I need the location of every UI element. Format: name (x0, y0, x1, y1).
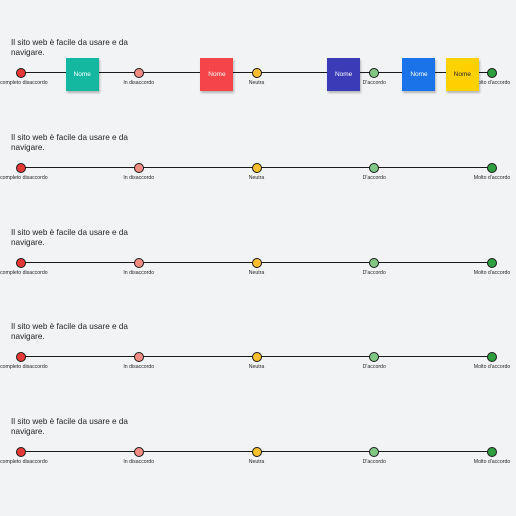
sticky-note[interactable]: Nome (445, 58, 479, 91)
likert-question-5: Il sito web è facile da usare e da navig… (0, 417, 516, 512)
scale-point-label: D'accordo (362, 364, 386, 370)
scale-point-4[interactable] (369, 352, 380, 362)
scale-point-label: In completo disaccordo (0, 175, 48, 181)
scale-point-label: Neutra (248, 175, 265, 181)
likert-question-3: Il sito web è facile da usare e da navig… (0, 228, 516, 323)
question-text: Il sito web è facile da usare e da navig… (11, 322, 128, 341)
scale-point-1[interactable] (16, 68, 26, 78)
scale-point-5[interactable] (487, 163, 497, 173)
scale-point-3[interactable] (251, 68, 262, 78)
scale-point-5[interactable] (487, 68, 497, 78)
scale-point-2[interactable] (133, 352, 144, 362)
sticky-note-label: Nome (208, 71, 226, 78)
scale-point-label: Neutra (248, 364, 265, 370)
scale-point-label: Neutra (248, 459, 265, 465)
likert-question-1: Il sito web è facile da usare e da navig… (0, 38, 516, 133)
scale-point-2[interactable] (133, 447, 144, 457)
scale-point-3[interactable] (251, 352, 262, 362)
scale-point-label: D'accordo (362, 270, 386, 276)
scale-point-label: In disaccordo (123, 459, 155, 465)
likert-question-2: Il sito web è facile da usare e da navig… (0, 133, 516, 228)
scale-point-1[interactable] (16, 447, 26, 457)
scale-point-1[interactable] (16, 258, 26, 268)
scale-point-5[interactable] (487, 447, 497, 457)
scale-point-4[interactable] (369, 163, 380, 173)
scale-point-2[interactable] (133, 258, 144, 268)
question-text: Il sito web è facile da usare e da navig… (11, 133, 128, 152)
scale-point-label: In completo disaccordo (0, 364, 48, 370)
sticky-note-label: Nome (334, 71, 353, 78)
question-text: Il sito web è facile da usare e da navig… (11, 417, 128, 436)
scale-point-label: In disaccordo (123, 270, 155, 276)
sticky-note-label: Nome (410, 71, 428, 78)
scale-point-label: In disaccordo (123, 175, 155, 181)
scale-point-label: In completo disaccordo (0, 270, 48, 276)
likert-question-4: Il sito web è facile da usare e da navig… (0, 322, 516, 417)
scale-point-4[interactable] (369, 258, 380, 268)
scale-point-1[interactable] (16, 352, 26, 362)
scale-point-label: D'accordo (362, 80, 386, 86)
scale-point-label: Molto d'accordo (473, 364, 511, 370)
sticky-note-label: Nome (73, 71, 91, 78)
scale-point-5[interactable] (487, 352, 497, 362)
scale-point-4[interactable] (369, 447, 380, 457)
sticky-note[interactable]: Nome (402, 58, 436, 91)
scale-point-label: In completo disaccordo (0, 80, 48, 86)
scale-point-5[interactable] (487, 258, 497, 268)
sticky-note[interactable]: Nome (327, 58, 361, 91)
sticky-note-label: Nome (453, 71, 471, 78)
scale-point-1[interactable] (16, 163, 26, 173)
scale-point-label: In disaccordo (123, 80, 155, 86)
scale-point-3[interactable] (251, 258, 262, 268)
scale-point-label: D'accordo (362, 175, 386, 181)
question-text: Il sito web è facile da usare e da navig… (11, 228, 128, 247)
question-text: Il sito web è facile da usare e da navig… (11, 38, 128, 57)
scale-point-2[interactable] (133, 68, 144, 78)
scale-point-label: Neutra (248, 80, 265, 86)
scale-point-label: In completo disaccordo (0, 459, 48, 465)
sticky-note[interactable]: Nome (65, 58, 99, 91)
scale-point-label: Molto d'accordo (473, 175, 511, 181)
scale-point-2[interactable] (133, 163, 144, 173)
scale-point-4[interactable] (369, 68, 380, 78)
scale-point-label: Neutra (248, 270, 265, 276)
scale-point-label: Molto d'accordo (473, 270, 511, 276)
scale-point-3[interactable] (251, 163, 262, 173)
scale-point-3[interactable] (251, 447, 262, 457)
scale-point-label: D'accordo (362, 459, 386, 465)
scale-point-label: Molto d'accordo (473, 80, 511, 86)
sticky-note[interactable]: Nome (200, 58, 234, 91)
scale-point-label: In disaccordo (123, 364, 155, 370)
scale-point-label: Molto d'accordo (473, 459, 511, 465)
